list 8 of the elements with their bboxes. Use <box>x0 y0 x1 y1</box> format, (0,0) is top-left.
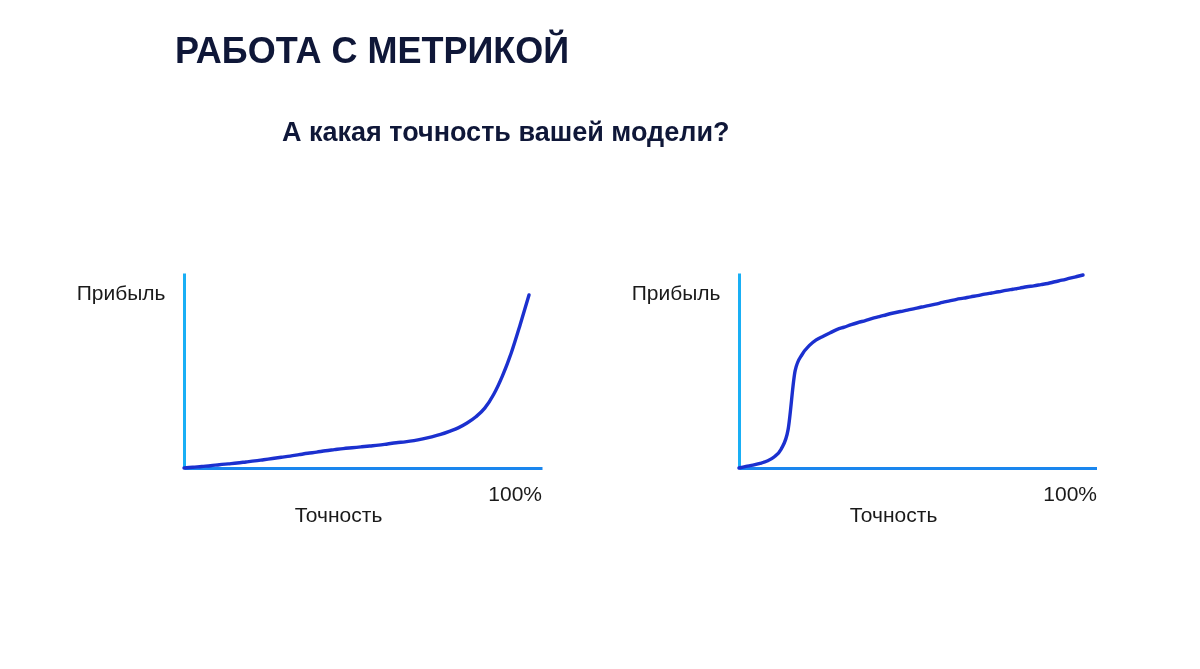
y-axis-title: Прибыль <box>631 280 721 304</box>
y-axis-title: Прибыль <box>76 280 166 304</box>
chart-title: РАБОТА С МЕТРИКОЙ <box>175 29 570 71</box>
x-axis-title: Точность <box>294 502 383 526</box>
text: 100% <box>1043 482 1097 505</box>
text: 100% <box>488 482 542 505</box>
x-axis-title: Точность <box>849 502 938 526</box>
chart-subtitle: А какая точность вашей модели? <box>282 117 730 147</box>
